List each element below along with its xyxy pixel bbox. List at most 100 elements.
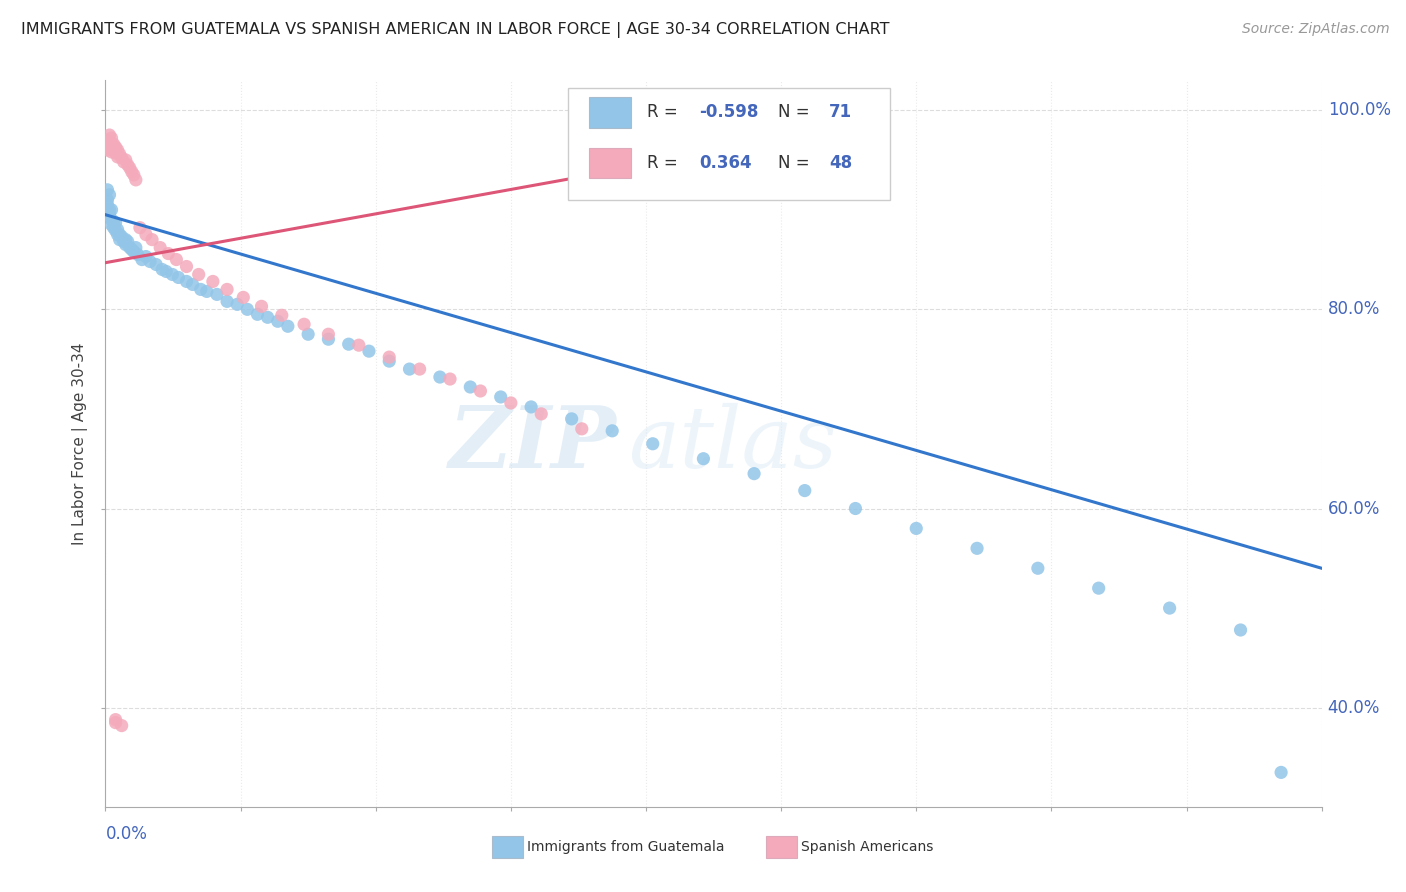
Point [429,370,451,384]
Point [408,362,430,376]
Point [201,275,224,289]
Text: N =: N = [778,103,815,121]
Point [1087,581,1109,595]
Point [155,264,177,278]
Point [561,412,583,426]
Point [107,150,129,164]
Point [103,136,125,151]
Point [190,282,212,296]
Point [905,521,928,535]
Point [111,718,134,732]
Y-axis label: In Labor Force | Age 30-34: In Labor Force | Age 30-34 [72,343,89,545]
Point [742,467,765,481]
Point [150,262,173,277]
Point [250,299,273,313]
Point [232,290,254,304]
Point [489,390,512,404]
Point [131,252,153,267]
Point [103,215,125,229]
Point [112,235,135,249]
Point [793,483,815,498]
Point [844,501,866,516]
Point [108,147,131,161]
Point [118,161,141,175]
Point [256,310,278,325]
Text: R =: R = [647,154,683,172]
Point [107,143,129,157]
Text: N =: N = [778,154,815,172]
Point [104,216,127,230]
Point [499,396,522,410]
Text: R =: R = [647,103,683,121]
Point [149,241,172,255]
Point [96,183,118,197]
Point [1159,601,1181,615]
Point [1270,765,1292,780]
Point [530,407,553,421]
Point [520,400,543,414]
Point [100,138,122,153]
Point [108,233,131,247]
Text: 40.0%: 40.0% [1327,698,1381,716]
Text: 0.0%: 0.0% [105,825,148,844]
Text: 71: 71 [830,103,852,121]
Point [246,307,269,321]
Point [114,233,136,247]
Point [117,235,139,249]
Point [176,275,198,289]
Point [104,146,127,161]
Point [122,244,145,259]
Point [470,384,492,398]
Point [127,247,149,261]
Text: atlas: atlas [628,402,838,485]
Point [641,437,664,451]
Point [96,133,118,147]
Point [107,227,129,242]
Point [100,212,122,227]
Point [125,241,148,255]
Text: ZIP: ZIP [449,402,616,485]
FancyBboxPatch shape [568,87,890,200]
Text: -0.598: -0.598 [699,103,758,121]
Text: 80.0%: 80.0% [1327,301,1381,318]
Point [104,224,127,238]
Point [458,380,481,394]
Point [125,173,148,187]
Point [129,220,152,235]
Point [966,541,988,556]
Point [98,187,121,202]
Point [187,268,209,282]
Point [100,202,122,217]
Point [96,198,118,212]
Point [226,297,249,311]
Point [236,302,259,317]
Point [98,208,121,222]
Point [357,344,380,359]
Point [1229,623,1251,637]
Point [96,193,118,207]
Point [217,294,239,309]
Point [98,202,121,217]
Point [100,218,122,232]
Point [297,327,319,342]
Text: Spanish Americans: Spanish Americans [801,839,934,854]
Point [135,250,157,264]
Text: 0.364: 0.364 [699,154,752,172]
Point [157,246,180,260]
Bar [589,148,631,178]
Point [165,252,187,267]
Point [277,319,299,334]
Point [439,372,461,386]
Point [318,327,340,342]
Point [118,241,141,255]
Point [692,451,714,466]
Text: 60.0%: 60.0% [1327,500,1381,517]
Point [267,314,290,328]
Point [122,168,145,182]
Point [205,287,228,301]
Point [135,227,157,242]
Bar [589,97,631,128]
Point [318,332,340,346]
Point [98,128,121,142]
Point [347,338,370,352]
